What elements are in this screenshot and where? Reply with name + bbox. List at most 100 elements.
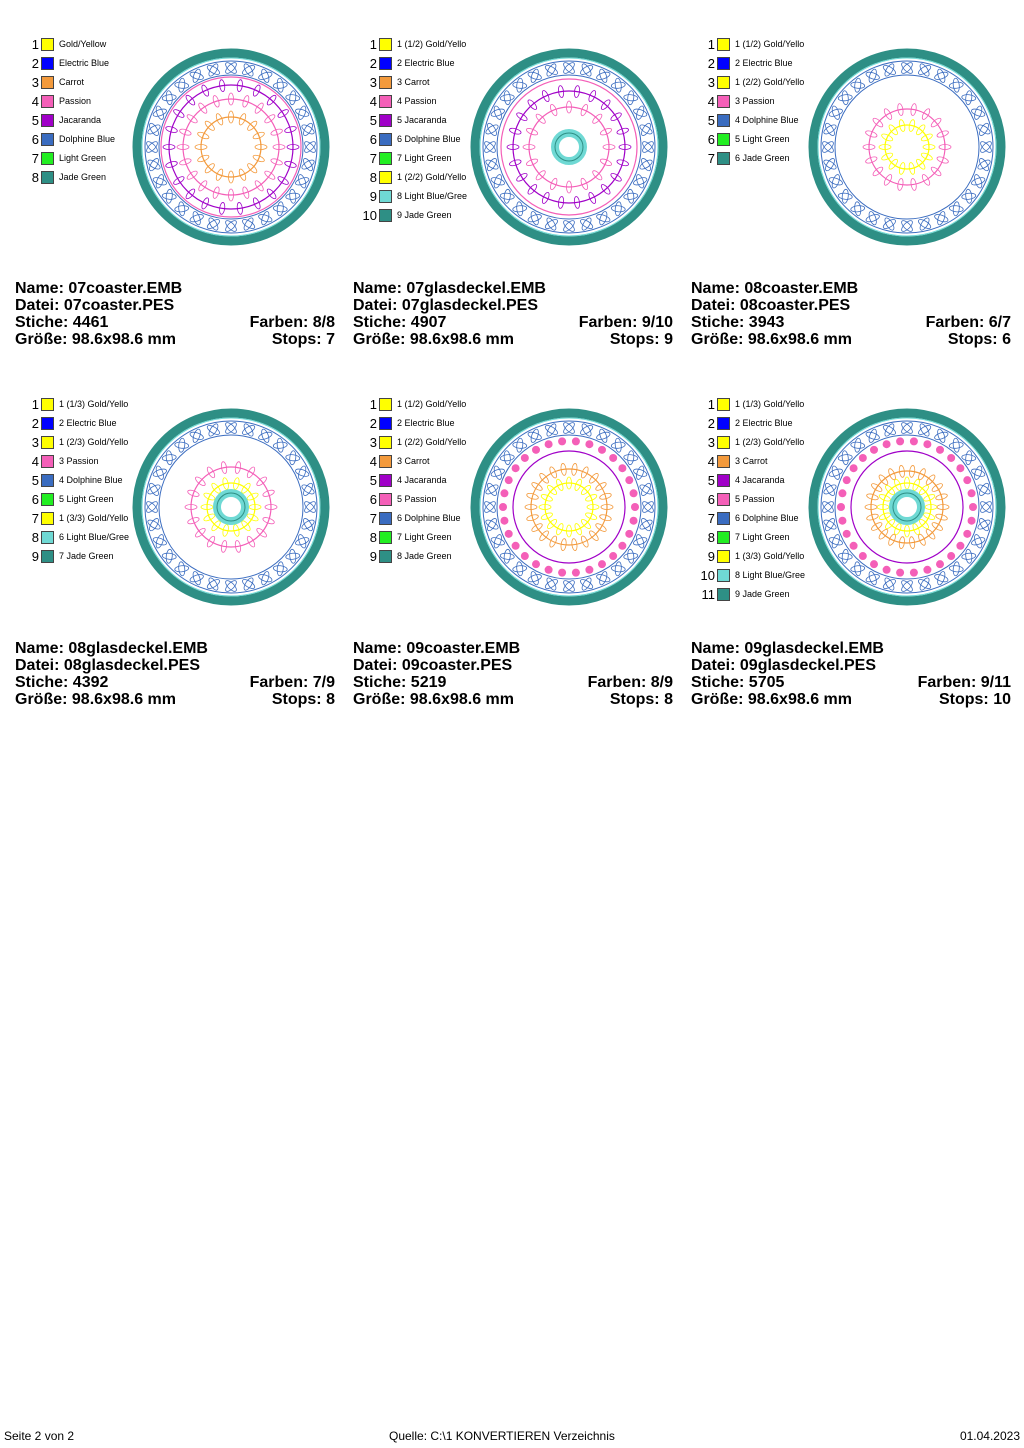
thread-name: 1 (1/2) Gold/Yello: [397, 399, 467, 409]
outer-highlight-ring: [141, 57, 321, 237]
file-name: 08coaster.PES: [739, 297, 851, 314]
legend-number: 8: [31, 170, 39, 185]
blue-leaf-border: [144, 60, 318, 234]
legend-number: 9: [369, 189, 377, 204]
thread-name: 2 Electric Blue: [735, 418, 793, 428]
blue-leaf-border: [482, 60, 656, 234]
thread-color-swatch: [379, 550, 392, 563]
outer-satin-ring: [132, 48, 330, 246]
size-label: Größe:: [691, 691, 744, 708]
file-label: Datei:: [15, 657, 60, 674]
color-count: 8/8: [312, 314, 335, 331]
thread-name: 1 (2/2) Gold/Yello: [397, 172, 467, 182]
size-line: Größe: 98.6x98.6 mm Stops: 6: [691, 331, 1011, 348]
legend-number: 3: [31, 435, 39, 450]
embroidery-preview: [470, 408, 668, 606]
thread-name: 1 (1/3) Gold/Yello: [59, 399, 129, 409]
file-name: 09coaster.PES: [401, 657, 513, 674]
thread-color-swatch: [41, 95, 54, 108]
legend-number: 1: [369, 397, 377, 412]
thread-color-swatch: [717, 455, 730, 468]
thread-color-swatch: [379, 57, 392, 70]
thread-color-swatch: [717, 512, 730, 525]
outer-highlight-ring: [479, 57, 659, 237]
design-size: 98.6x98.6 mm: [71, 691, 176, 708]
thread-name: 8 Light Blue/Gree: [397, 191, 468, 201]
stops-label: Stops:: [947, 331, 998, 348]
design-card: 1 1 (1/3) Gold/Yello 2 2 Electric Blue 3 1 (2…: [691, 370, 1011, 710]
design-name: 07coaster.EMB: [68, 280, 183, 297]
thread-name: Jade Green: [59, 172, 107, 182]
thread-name: 4 Passion: [397, 96, 437, 106]
thread-color-swatch: [717, 76, 730, 89]
thread-name: 7 Light Green: [735, 532, 790, 542]
inner-ornament-ring: [538, 476, 600, 538]
legend-number: 6: [369, 132, 377, 147]
stops-label: Stops:: [609, 691, 660, 708]
outer-satin-ring: [132, 408, 330, 606]
legend-number: 5: [31, 473, 39, 488]
colors-label: Farben:: [925, 314, 985, 331]
thread-name: 1 (3/3) Gold/Yello: [735, 551, 805, 561]
legend-number: 2: [707, 56, 715, 71]
inner-ornament-ring: [850, 450, 964, 564]
design-info: Name: 07coaster.EMB Datei: 07coaster.PES S…: [15, 280, 335, 348]
thread-color-swatch: [41, 493, 54, 506]
size-label: Größe:: [353, 691, 406, 708]
color-count: 6/7: [988, 314, 1011, 331]
thread-name: Electric Blue: [59, 58, 110, 68]
embroidery-preview: [808, 48, 1006, 246]
colors-label: Farben:: [249, 314, 309, 331]
footer-date: 01.04.2023: [959, 1429, 1020, 1443]
thread-color-swatch: [41, 531, 54, 544]
stitch-line: Stiche: 3943 Farben: 6/7: [691, 314, 1011, 331]
thread-color-swatch: [41, 398, 54, 411]
thread-color-swatch: [717, 57, 730, 70]
stops-label: Stops:: [271, 331, 322, 348]
thread-color-swatch: [717, 588, 730, 601]
thread-color-swatch: [717, 531, 730, 544]
design-info: Name: 08coaster.EMB Datei: 08coaster.PES S…: [691, 280, 1011, 348]
file-label: Datei:: [15, 297, 60, 314]
blue-leaf-border: [482, 420, 656, 594]
embroidery-preview: [470, 48, 668, 246]
legend-number: 4: [369, 94, 377, 109]
file-line: Datei: 07coaster.PES: [15, 297, 335, 314]
name-label: Name:: [15, 280, 64, 297]
file-label: Datei:: [353, 297, 398, 314]
legend-number: 3: [369, 435, 377, 450]
thread-name: Passion: [59, 96, 92, 106]
inner-ornament-ring: [522, 100, 616, 194]
legend-number: 5: [369, 473, 377, 488]
legend-number: 8: [369, 170, 377, 185]
thread-color-swatch: [41, 38, 54, 51]
thread-name: 1 (1/2) Gold/Yello: [397, 39, 467, 49]
stop-count: 9: [664, 331, 673, 348]
center-hole-edge: [216, 492, 246, 522]
thread-color-swatch: [41, 114, 54, 127]
thread-name: 5 Jacaranda: [397, 115, 447, 125]
stops-label: Stops:: [938, 691, 989, 708]
legend-number: 6: [707, 132, 715, 147]
name-line: Name: 09coaster.EMB: [353, 640, 673, 657]
thread-name: 9 Jade Green: [397, 210, 452, 220]
legend-number: 3: [369, 75, 377, 90]
legend-number: 1: [707, 397, 715, 412]
stop-count: 8: [664, 691, 673, 708]
thread-color-swatch: [717, 417, 730, 430]
stitch-line: Stiche: 5219 Farben: 8/9: [353, 674, 673, 691]
thread-color-swatch: [379, 190, 392, 203]
name-label: Name:: [15, 640, 64, 657]
design-info: Name: 09coaster.EMB Datei: 09coaster.PES S…: [353, 640, 673, 708]
thread-name: 8 Light Blue/Gree: [735, 570, 806, 580]
legend-number: 6: [31, 492, 39, 507]
stitches-label: Stiche:: [691, 314, 745, 331]
outer-highlight-ring: [817, 417, 997, 597]
blue-leaf-border: [144, 420, 318, 594]
design-size: 98.6x98.6 mm: [409, 691, 514, 708]
legend-number: 4: [707, 454, 715, 469]
file-label: Datei:: [691, 657, 736, 674]
thread-name: 5 Light Green: [735, 134, 790, 144]
thread-name: 2 Electric Blue: [59, 418, 117, 428]
colors-label: Farben:: [587, 674, 647, 691]
